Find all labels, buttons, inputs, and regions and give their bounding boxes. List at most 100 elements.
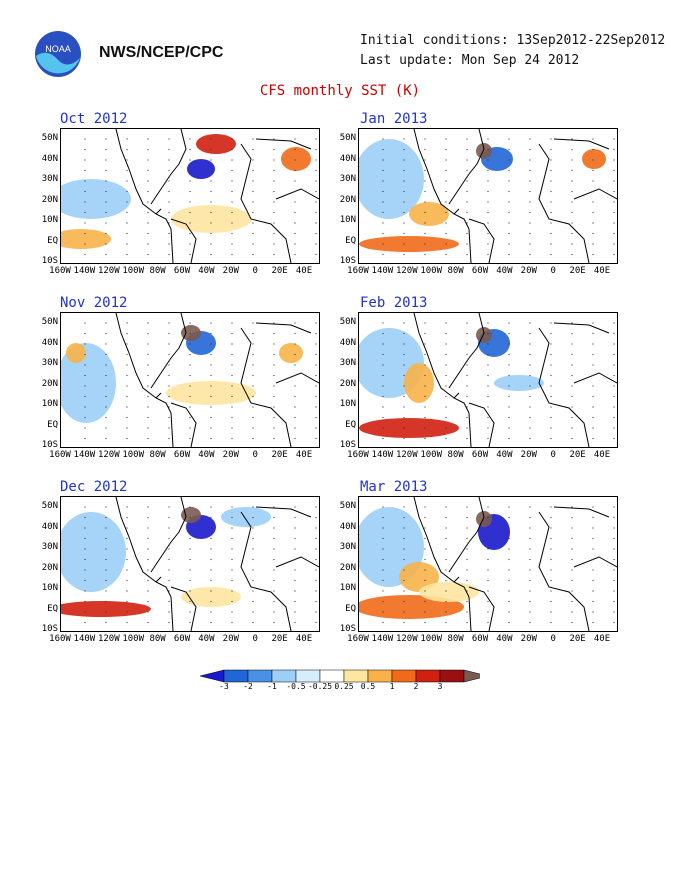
grid-dot: [571, 416, 573, 419]
grid-dot: [466, 211, 468, 214]
grid-dot: [424, 527, 426, 529]
grid-dot: [315, 621, 317, 624]
grid-dot: [126, 569, 128, 571]
grid-dot: [571, 222, 573, 224]
grid-dot: [529, 406, 531, 408]
colorbar-swatch: [439, 669, 465, 683]
grid-dot: [126, 537, 128, 540]
grid-dot: [613, 211, 615, 214]
anomaly-region: [494, 375, 544, 391]
grid-dot: [613, 374, 615, 377]
grid-dot: [168, 253, 170, 256]
grid-dot: [252, 211, 254, 214]
grid-dot: [529, 569, 531, 571]
lon-tick-label: 100W: [420, 266, 443, 276]
grid-dot: [105, 201, 107, 203]
grid-dot: [231, 180, 233, 182]
grid-dot: [403, 190, 405, 193]
grid-dot: [294, 374, 296, 377]
grid-dot: [294, 364, 296, 366]
grid-dot: [294, 322, 296, 324]
grid-dot: [189, 138, 191, 140]
grid-dot: [273, 222, 275, 224]
grid-dot: [466, 590, 468, 592]
grid-dot: [592, 569, 594, 571]
grid-dot: [105, 516, 107, 519]
lat-tick-label: 30N: [41, 542, 58, 552]
grid-dot: [550, 180, 552, 182]
grid-dot: [571, 611, 573, 613]
grid-dot: [613, 253, 615, 256]
grid-dot: [487, 232, 489, 235]
grid-dot: [424, 579, 426, 582]
grid-dot: [592, 600, 594, 603]
grid-dot: [550, 416, 552, 419]
grid-dot: [273, 558, 275, 561]
grid-dot: [273, 537, 275, 540]
grid-dot: [84, 243, 86, 245]
grid-dot: [210, 579, 212, 582]
grid-dot: [84, 569, 86, 571]
grid-dot: [147, 395, 149, 398]
grid-dot: [592, 180, 594, 182]
grid-dot: [147, 232, 149, 235]
grid-dot: [189, 621, 191, 624]
grid-dot: [147, 385, 149, 387]
grid-dot: [126, 374, 128, 377]
grid-dot: [210, 211, 212, 214]
grid-dot: [84, 201, 86, 203]
grid-dot: [84, 353, 86, 356]
grid-dot: [571, 374, 573, 377]
grid-dot: [147, 211, 149, 214]
lon-tick-label: 0: [252, 450, 258, 460]
grid-dot: [592, 148, 594, 151]
grid-dot: [445, 527, 447, 529]
colorbar-label: -2: [243, 682, 253, 691]
grid-dot: [592, 364, 594, 366]
grid-dot: [487, 621, 489, 624]
grid-dot: [403, 590, 405, 592]
grid-dot: [273, 343, 275, 345]
grid-dot: [231, 548, 233, 550]
grid-dot: [189, 506, 191, 508]
grid-dot: [424, 569, 426, 571]
grid-dot: [403, 416, 405, 419]
grid-dot: [529, 516, 531, 519]
grid-dot: [105, 180, 107, 182]
grid-dot: [294, 332, 296, 335]
grid-dot: [84, 190, 86, 193]
colorbar-label: -1: [267, 682, 277, 691]
lon-tick-label: 160W: [49, 634, 71, 644]
grid-dot: [189, 159, 191, 161]
grid-dot: [294, 506, 296, 508]
grid-dot: [508, 437, 510, 440]
lon-tick-label: 100W: [122, 266, 145, 276]
grid-dot: [189, 611, 191, 613]
grid-dot: [382, 548, 384, 550]
grid-dot: [508, 516, 510, 519]
grid-dot: [273, 201, 275, 203]
sst-map: [61, 129, 319, 263]
lat-tick-label: 40N: [41, 337, 58, 348]
grid-dot: [487, 427, 489, 429]
lon-tick-label: 40W: [198, 450, 215, 460]
grid-dot: [403, 201, 405, 203]
grid-dot: [294, 169, 296, 172]
lon-tick-label: 20W: [520, 266, 537, 276]
grid-dot: [168, 211, 170, 214]
grid-dot: [315, 527, 317, 529]
grid-dot: [315, 190, 317, 193]
grid-dot: [550, 322, 552, 324]
grid-dot: [592, 222, 594, 224]
grid-dot: [105, 322, 107, 324]
grid-dot: [382, 406, 384, 408]
grid-dot: [592, 427, 594, 429]
grid-dot: [382, 385, 384, 387]
grid-dot: [508, 569, 510, 571]
lat-tick-label: EQ: [47, 603, 58, 614]
grid-dot: [147, 322, 149, 324]
grid-dot: [445, 385, 447, 387]
grid-dot: [529, 190, 531, 193]
grid-dot: [466, 201, 468, 203]
grid-dot: [189, 190, 191, 193]
